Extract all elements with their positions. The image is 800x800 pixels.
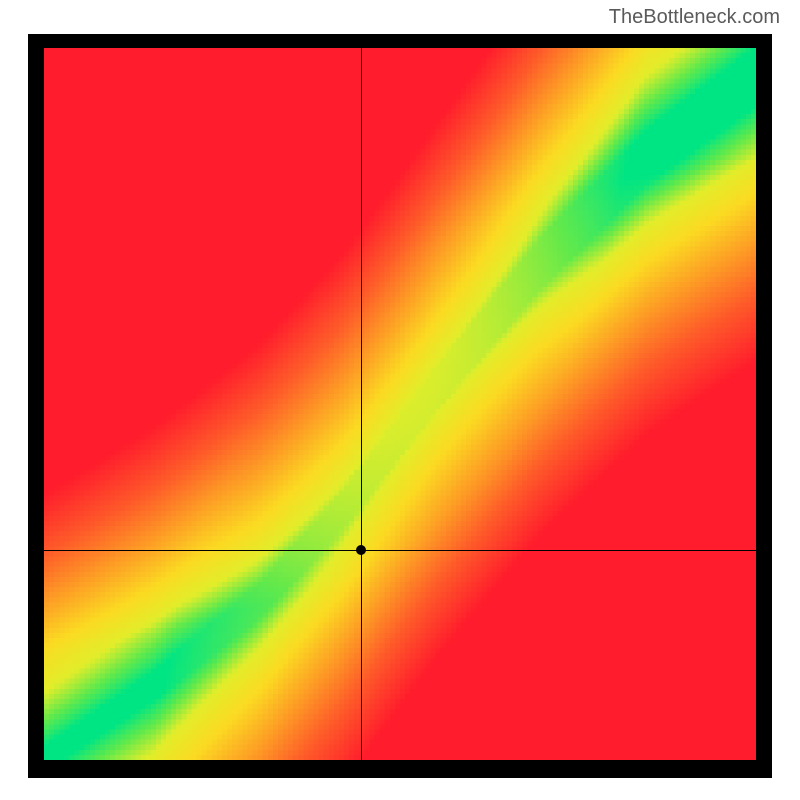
heatmap-canvas	[44, 48, 756, 760]
attribution-text: TheBottleneck.com	[609, 6, 780, 29]
crosshair-horizontal	[44, 550, 756, 551]
crosshair-marker	[356, 545, 366, 555]
crosshair-vertical	[361, 48, 362, 760]
chart-frame	[28, 34, 772, 778]
chart-container: TheBottleneck.com	[0, 0, 800, 800]
plot-area	[44, 48, 756, 760]
